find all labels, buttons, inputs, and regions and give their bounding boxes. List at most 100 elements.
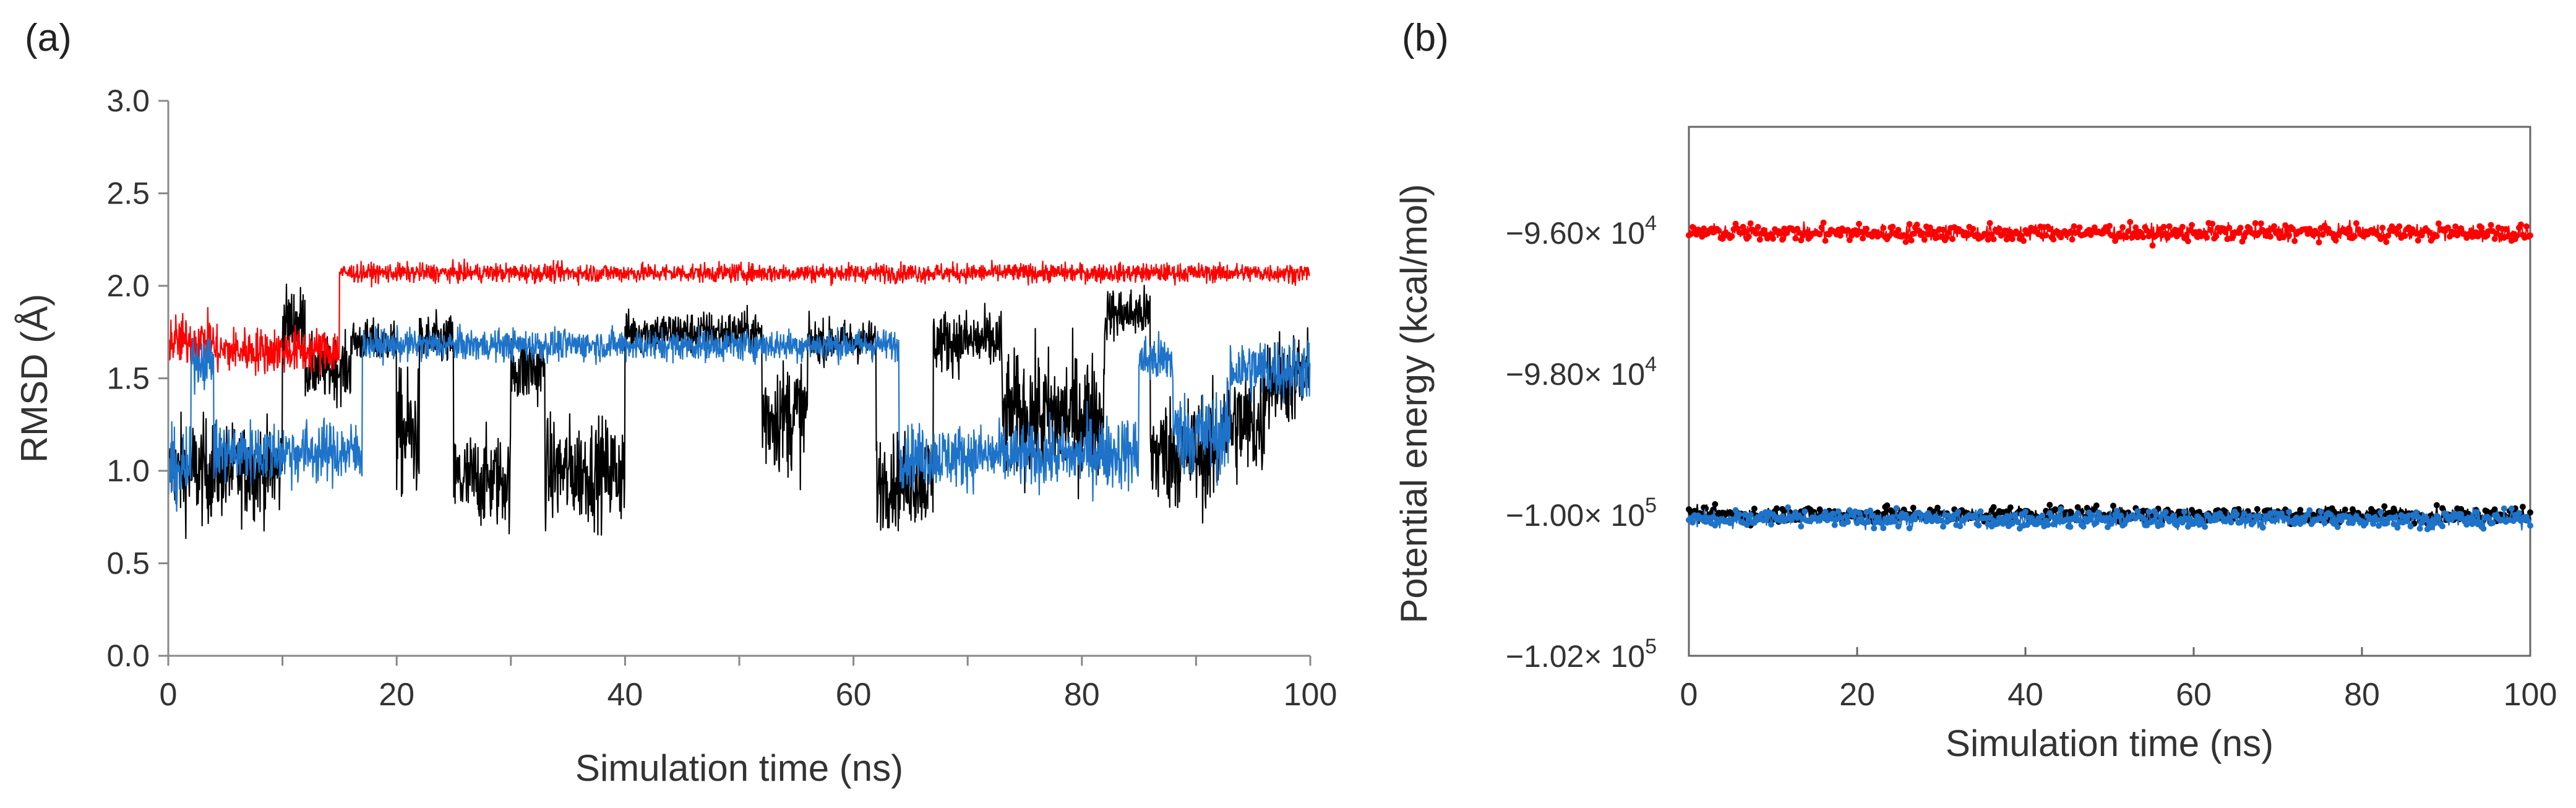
series-blue-point <box>2428 524 2434 531</box>
series-red-point <box>1732 220 1739 227</box>
series-blue-point <box>2259 524 2266 531</box>
series-red-point <box>2396 223 2403 230</box>
series-red-point <box>1701 225 1707 232</box>
y-tick-label: 0.0 <box>106 638 150 673</box>
series-black-point <box>1880 511 1887 517</box>
series-red-point <box>2179 223 2186 230</box>
series-blue-point <box>1741 511 1748 518</box>
series-red-point <box>1921 236 1928 243</box>
series-red-point <box>2237 225 2244 231</box>
series-blue-point <box>2463 521 2470 528</box>
series-red-point <box>2189 221 2195 228</box>
series-blue-point <box>2376 522 2382 529</box>
y-tick-mantissa: −1.00× 10 <box>1506 498 1645 533</box>
series-blue-point <box>1906 525 1913 531</box>
series-blue-point <box>1869 512 1876 519</box>
series-red-point <box>2252 220 2259 226</box>
series-blue-point <box>2527 522 2533 529</box>
series-red-point <box>2383 239 2390 246</box>
series-red-point <box>1756 236 1763 243</box>
series-red-point <box>1985 236 1991 243</box>
series-red-point <box>1844 226 1851 233</box>
series-blue-point <box>2489 520 2496 526</box>
series-red-point <box>2106 223 2113 230</box>
series-blue-point <box>2480 525 2487 532</box>
series-blue-point <box>1880 525 1887 531</box>
series-blue-point <box>2415 514 2421 520</box>
series-red-point <box>2517 221 2524 228</box>
series-blue-markers <box>1686 504 2533 533</box>
series-black-point <box>2491 506 2498 513</box>
series-red-point <box>2131 230 2137 237</box>
y-tick-label: 1.0 <box>106 453 150 488</box>
series-blue-point <box>2118 512 2124 519</box>
series-blue-point <box>2501 505 2507 512</box>
series-blue-point <box>1831 522 1838 528</box>
series-red-point <box>1777 230 1784 237</box>
series-red-point <box>1818 224 1825 231</box>
series-red-point <box>2257 220 2264 227</box>
series-red-point <box>2286 232 2293 239</box>
series-red-point <box>2502 226 2509 233</box>
series-blue-point <box>2392 514 2399 521</box>
x-tick-label: 80 <box>1064 677 1100 713</box>
series-black-line <box>167 283 1311 539</box>
series-black-point <box>2110 502 2116 509</box>
series-red-point <box>2291 238 2298 244</box>
series-black-point <box>2052 506 2059 513</box>
series-blue-point <box>1760 517 1767 523</box>
series-blue-point <box>2250 519 2257 526</box>
series-red-point <box>2050 236 2057 243</box>
y-tick-label: 2.5 <box>106 176 150 211</box>
series-black-point <box>2074 504 2081 510</box>
series-red-point <box>2527 232 2533 239</box>
series-black-point <box>2093 502 2100 509</box>
series-blue-point <box>1972 512 1978 518</box>
series-black-point <box>1990 504 1997 510</box>
series-black-point <box>1751 505 1758 512</box>
series-red-point <box>2345 225 2352 232</box>
series-red-point <box>2071 223 2077 230</box>
series-blue-point <box>2058 505 2064 512</box>
series-black-point <box>2067 509 2074 515</box>
rmsd-chart: 0.0 0.5 1.0 1.5 2.0 2.5 3.0 0 20 40 60 80 100 Simulat… <box>14 84 1337 789</box>
series-black-point <box>2381 503 2388 510</box>
series-red-point <box>2353 220 2359 226</box>
series-red-point <box>2433 233 2440 239</box>
series-blue-point <box>1871 525 1878 531</box>
y-tick-mantissa: −9.60× 10 <box>1506 216 1645 251</box>
panel-label-b: (b) <box>1402 17 1449 59</box>
series-blue-point <box>1867 507 1874 514</box>
series-blue-point <box>1689 519 1696 526</box>
series-red-point <box>1910 230 1917 237</box>
series-red-point <box>2458 225 2465 232</box>
series-blue-point <box>2181 509 2187 515</box>
series-red-point <box>2119 224 2126 231</box>
panel-label-a: (a) <box>25 17 72 59</box>
series-red-point <box>1798 237 1805 244</box>
series-black-point <box>2458 505 2465 512</box>
series-blue-point <box>2110 517 2116 523</box>
y-tick-exponent: 5 <box>1645 635 1657 658</box>
series-red-point <box>2343 230 2350 236</box>
series-blue-point <box>2439 523 2445 530</box>
series-red-point <box>2445 224 2451 231</box>
series-red-point <box>2149 242 2156 249</box>
series-red-point <box>2160 223 2167 230</box>
series-blue-line <box>167 324 1311 512</box>
series-red-point <box>1820 219 1827 226</box>
series-black-point <box>2003 508 2010 515</box>
series-blue-point <box>1955 509 1962 515</box>
series-red-point <box>1770 235 1776 242</box>
series-red-point <box>1886 233 1892 239</box>
series-red-point <box>2067 228 2074 235</box>
y-tick-label: 1.5 <box>106 361 150 396</box>
series-blue-point <box>1822 509 1829 515</box>
y-tick-label: 0.5 <box>106 546 150 581</box>
series-blue-point <box>2301 518 2308 525</box>
series-blue-point <box>2093 519 2100 526</box>
y-axis-label: Potential energy (kcal/mol) <box>1393 184 1435 623</box>
series-blue-point <box>2256 513 2262 520</box>
series-red-point <box>2132 224 2139 231</box>
